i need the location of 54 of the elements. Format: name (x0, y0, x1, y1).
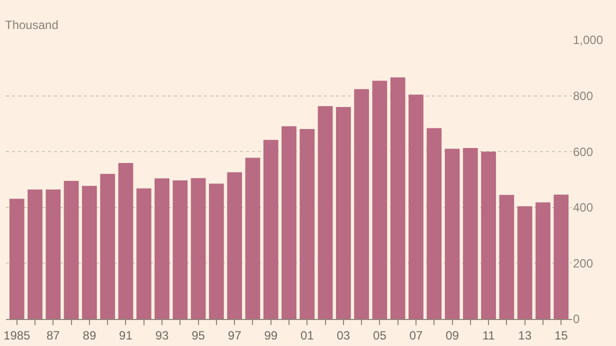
bar (318, 106, 333, 319)
x-tick-label: 15 (554, 328, 568, 342)
y-tick-label: 0 (573, 312, 580, 326)
bar (481, 152, 496, 319)
bar (336, 106, 351, 319)
x-tick-label: 01 (300, 328, 314, 342)
x-tick-label: 1985 (4, 328, 31, 342)
bar (263, 140, 278, 319)
bar (64, 180, 79, 319)
x-tick-label: 93 (155, 328, 170, 342)
bar (46, 190, 61, 319)
bar (554, 194, 569, 319)
bar (390, 77, 406, 319)
x-tick-label: 03 (336, 328, 350, 342)
bar (444, 148, 460, 319)
bar (245, 158, 260, 319)
x-tick-label: 07 (409, 328, 423, 342)
bar (190, 178, 206, 319)
bar (499, 194, 514, 319)
bar (209, 184, 224, 319)
bar (372, 80, 388, 319)
bar (172, 180, 188, 319)
bar (354, 89, 369, 319)
bar (9, 198, 24, 319)
y-tick-label: 800 (573, 89, 594, 103)
bar (136, 188, 152, 319)
x-tick-label: 09 (446, 328, 460, 342)
bar (28, 190, 42, 319)
bar (300, 129, 315, 319)
y-tick-label: 200 (573, 256, 594, 270)
x-tick-label: 87 (46, 328, 60, 342)
y-tick-label: 400 (573, 200, 594, 215)
bar (282, 126, 296, 319)
y-tick-label: 600 (573, 144, 594, 159)
x-tick-label: 11 (482, 328, 496, 342)
y-axis-title: Thousand (5, 18, 58, 32)
bar (426, 128, 442, 319)
x-tick-label: 97 (228, 328, 242, 342)
bar (536, 202, 550, 319)
bar (517, 206, 532, 319)
bar (408, 94, 424, 319)
bar (227, 172, 242, 319)
x-tick-label: 13 (518, 328, 532, 342)
bar (82, 186, 97, 319)
bar (154, 178, 170, 319)
bar (118, 163, 134, 319)
x-tick-label: 99 (264, 328, 278, 342)
x-tick-label: 95 (192, 328, 206, 342)
y-tick-label: 1,000 (573, 33, 604, 48)
x-tick-label: 05 (373, 328, 387, 342)
bar (462, 148, 478, 319)
x-tick-label: 91 (119, 328, 133, 342)
bar (100, 174, 116, 319)
x-tick-label: 89 (82, 328, 96, 342)
